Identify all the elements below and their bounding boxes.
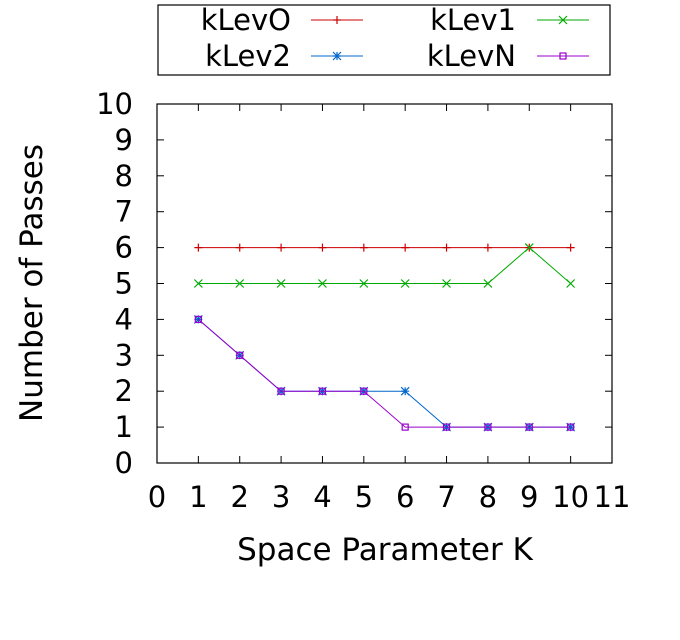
data-point <box>333 16 341 24</box>
y-tick-label: 10 <box>96 87 133 121</box>
data-point <box>566 279 576 288</box>
x-tick-label: 0 <box>148 480 166 514</box>
y-tick-label: 4 <box>115 302 133 336</box>
x-tick-label: 7 <box>437 480 455 514</box>
data-point <box>401 243 410 252</box>
x-tick-label: 11 <box>594 480 631 514</box>
y-tick-label: 3 <box>115 338 133 372</box>
x-tick-label: 9 <box>520 480 538 514</box>
data-point <box>276 279 286 288</box>
x-tick-label: 5 <box>355 480 373 514</box>
data-point <box>359 279 369 288</box>
data-point <box>567 423 575 431</box>
x-axis-title: Space Parameter K <box>237 532 533 568</box>
series-line <box>198 319 571 428</box>
data-point <box>566 243 575 252</box>
series-kLevO <box>194 243 575 252</box>
data-point <box>484 423 492 431</box>
data-point <box>401 423 409 431</box>
data-point <box>318 243 327 252</box>
data-point <box>525 423 533 431</box>
legend-label: kLevN <box>427 39 516 73</box>
data-point <box>235 279 245 288</box>
legend-item-kLevN: kLevN <box>427 39 589 73</box>
data-point <box>400 279 410 288</box>
y-tick-label: 7 <box>115 195 133 229</box>
data-point <box>194 315 202 323</box>
data-point <box>318 279 327 288</box>
data-point <box>277 387 285 395</box>
data-point <box>442 243 451 252</box>
data-point <box>318 387 327 395</box>
series-layer <box>193 243 576 432</box>
x-tick-label: 1 <box>189 480 207 514</box>
legend-label: kLev2 <box>205 39 291 73</box>
x-tick-label: 4 <box>313 480 331 514</box>
data-point <box>559 52 567 60</box>
series-kLev2 <box>193 314 576 432</box>
data-point <box>483 243 492 252</box>
y-tick-label: 1 <box>115 410 133 444</box>
x-tick-label: 6 <box>396 480 414 514</box>
x-tick-label: 3 <box>272 480 290 514</box>
legend-label: kLevO <box>201 3 291 37</box>
data-point <box>442 423 451 431</box>
series-kLev1 <box>193 243 576 288</box>
legend: kLevO kLev1 kLev2 kLevN <box>157 3 611 76</box>
y-tick-label: 6 <box>115 231 133 265</box>
y-tick-label: 8 <box>115 159 133 193</box>
data-point <box>359 243 368 252</box>
y-tick-label: 5 <box>115 267 133 301</box>
data-point <box>483 279 493 288</box>
series-line <box>198 246 571 284</box>
legend-label: kLev1 <box>430 3 516 37</box>
data-point <box>558 15 568 25</box>
x-tick-label: 8 <box>479 480 497 514</box>
x-tick-label: 10 <box>552 480 589 514</box>
data-point <box>332 51 342 61</box>
y-tick-label: 9 <box>115 123 133 157</box>
data-point <box>193 279 203 288</box>
legend-box <box>157 4 611 76</box>
legend-item-kLevO: kLevO <box>201 3 363 37</box>
legend-item-kLev1: kLev1 <box>430 3 589 37</box>
data-point <box>235 243 244 252</box>
data-point <box>277 243 286 252</box>
data-point <box>400 386 410 396</box>
y-tick-label: 0 <box>115 446 133 480</box>
series-line <box>198 319 571 428</box>
data-point <box>442 279 451 288</box>
data-point <box>524 243 534 253</box>
data-point <box>236 351 244 359</box>
x-tick-label: 2 <box>231 480 249 514</box>
data-point <box>360 387 368 395</box>
data-point <box>194 243 203 252</box>
y-axis-title: Number of Passes <box>14 144 50 422</box>
y-tick-label: 2 <box>115 374 133 408</box>
legend-item-kLev2: kLev2 <box>205 39 363 73</box>
axis-ticks <box>156 103 613 464</box>
series-kLevN <box>194 315 575 431</box>
